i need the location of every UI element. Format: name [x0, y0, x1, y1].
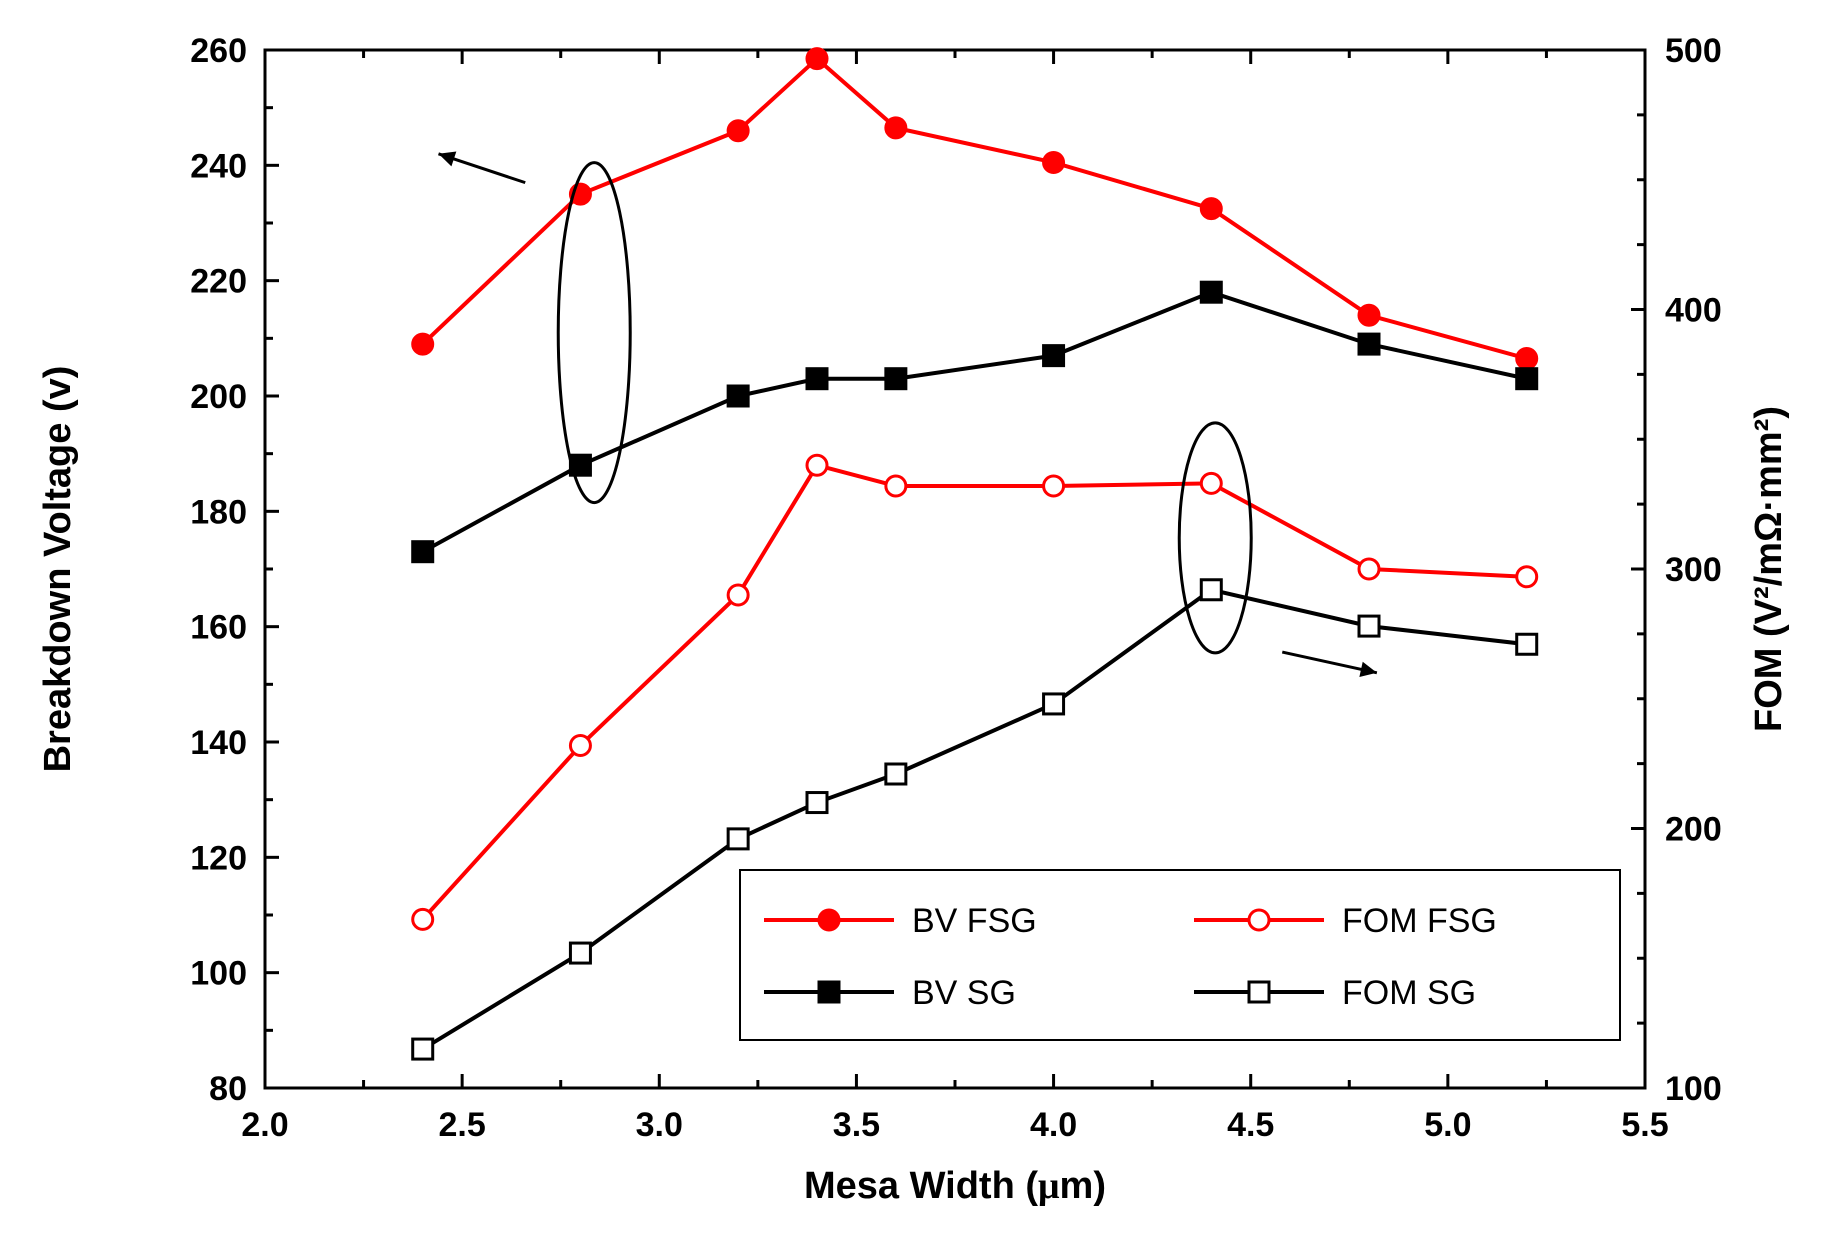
marker-circle-open	[807, 455, 827, 475]
marker-square-filled	[1517, 369, 1537, 389]
marker-circle-filled	[886, 118, 906, 138]
yr-tick-label: 400	[1665, 292, 1722, 330]
x-tick-label: 3.5	[833, 1106, 880, 1144]
x-tick-label: 4.0	[1030, 1106, 1077, 1144]
x-axis-label: Mesa Width (μm)	[804, 1165, 1106, 1207]
x-tick-label: 3.0	[636, 1106, 683, 1144]
marker-square-filled	[819, 982, 839, 1002]
marker-square-open	[886, 764, 906, 784]
x-tick-label: 2.0	[241, 1106, 288, 1144]
x-tick-label: 5.5	[1621, 1106, 1668, 1144]
marker-square-filled	[886, 369, 906, 389]
yl-tick-label: 260	[190, 32, 247, 70]
marker-square-filled	[807, 369, 827, 389]
marker-square-open	[1201, 580, 1221, 600]
x-tick-label: 2.5	[439, 1106, 486, 1144]
marker-circle-open	[1517, 567, 1537, 587]
marker-circle-open	[728, 585, 748, 605]
yl-tick-label: 100	[190, 955, 247, 993]
marker-circle-filled	[1359, 305, 1379, 325]
marker-circle-open	[1201, 473, 1221, 493]
marker-square-open	[807, 793, 827, 813]
yr-tick-label: 200	[1665, 811, 1722, 849]
yl-tick-label: 140	[190, 724, 247, 762]
legend-label-bv_sg: BV SG	[912, 974, 1016, 1012]
yr-tick-label: 100	[1665, 1070, 1722, 1108]
marker-circle-filled	[728, 121, 748, 141]
x-tick-label: 4.5	[1227, 1106, 1274, 1144]
y-right-label: FOM (V²/mΩ·mm²)	[1748, 406, 1790, 732]
legend-label-fom_sg: FOM SG	[1342, 974, 1476, 1012]
chart-root: 2.0 2.5 3.0 3.5 4.0 4.5 5.0 5.5 Mesa Width (μm) 8…	[0, 0, 1831, 1254]
marker-circle-filled	[807, 49, 827, 69]
yl-tick-label: 200	[190, 378, 247, 416]
marker-circle-filled	[1517, 349, 1537, 369]
chart-svg: 2.0 2.5 3.0 3.5 4.0 4.5 5.0 5.5 Mesa Width (μm) 8…	[0, 0, 1831, 1254]
marker-circle-filled	[413, 334, 433, 354]
marker-square-open	[1359, 616, 1379, 636]
yl-tick-label: 240	[190, 147, 247, 185]
marker-circle-filled	[1201, 199, 1221, 219]
marker-circle-filled	[819, 910, 839, 930]
yr-tick-label: 500	[1665, 32, 1722, 70]
yr-tick-label: 300	[1665, 551, 1722, 589]
yl-tick-label: 120	[190, 839, 247, 877]
marker-square-filled	[728, 386, 748, 406]
legend-label-fom_fsg: FOM FSG	[1342, 902, 1497, 940]
marker-circle-filled	[1044, 152, 1064, 172]
marker-square-filled	[1359, 334, 1379, 354]
marker-square-filled	[1044, 346, 1064, 366]
y-left-label: Breakdown Voltage (v)	[37, 366, 79, 773]
marker-square-open	[1249, 982, 1269, 1002]
marker-square-filled	[413, 542, 433, 562]
marker-square-open	[728, 829, 748, 849]
marker-square-open	[413, 1039, 433, 1059]
marker-square-open	[570, 943, 590, 963]
marker-square-open	[1517, 634, 1537, 654]
yl-tick-label: 80	[209, 1070, 247, 1108]
marker-circle-open	[1249, 910, 1269, 930]
marker-circle-open	[413, 909, 433, 929]
legend-label-bv_fsg: BV FSG	[912, 902, 1037, 940]
marker-square-filled	[1201, 282, 1221, 302]
marker-circle-open	[570, 735, 590, 755]
legend-box	[740, 870, 1620, 1040]
marker-square-open	[1044, 694, 1064, 714]
marker-circle-open	[1044, 476, 1064, 496]
yl-tick-label: 180	[190, 493, 247, 531]
x-tick-label: 5.0	[1424, 1106, 1471, 1144]
yl-tick-label: 160	[190, 609, 247, 647]
marker-circle-open	[1359, 559, 1379, 579]
yl-tick-label: 220	[190, 263, 247, 301]
marker-circle-open	[886, 476, 906, 496]
